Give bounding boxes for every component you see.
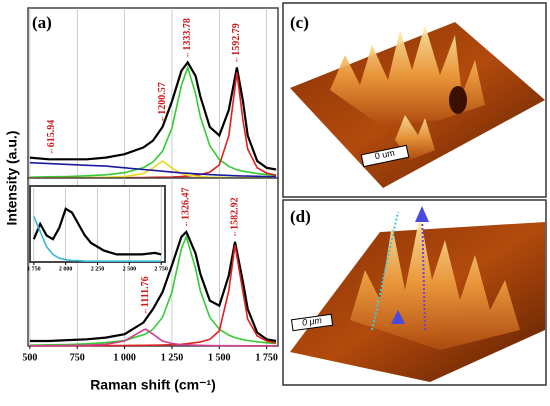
x-tick-label: 1 750: [27, 266, 41, 272]
x-tick-label: 500: [22, 352, 37, 363]
panel-label: (d): [290, 207, 311, 226]
scale-label: 0 μm: [301, 315, 323, 328]
peak-label: 1333.78: [182, 18, 193, 51]
afm-pit: [449, 86, 467, 114]
series-line: [29, 229, 277, 343]
x-tick-label: 750: [70, 352, 85, 363]
x-tick-label: 2 000: [59, 266, 73, 272]
panel-label: (a): [32, 13, 52, 32]
peak-label: 1111.76: [140, 276, 151, 307]
series-line: [32, 207, 162, 256]
peak-label: 1592.79: [231, 23, 242, 56]
peak-label: 1582.92: [229, 197, 240, 230]
x-tick-label: 1 250: [161, 352, 184, 363]
series-line: [29, 234, 277, 346]
scale-label: 0 um: [374, 147, 396, 161]
scale-bar: [360, 144, 410, 168]
peak-label: 1326.47: [181, 187, 192, 220]
peak-label: 1200.57: [157, 82, 168, 115]
scale-bar: [290, 313, 334, 332]
arrow-head: [391, 310, 405, 324]
arrow-head: [415, 206, 429, 222]
series-line: [29, 64, 277, 178]
x-tick-label: 1 000: [113, 352, 136, 363]
series-line: [29, 60, 277, 171]
afm-peaks: [350, 215, 520, 350]
x-tick-label: 2 250: [91, 266, 105, 272]
x-tick-label: 1 500: [208, 352, 231, 363]
x-axis-title: Raman shift (cm⁻¹): [90, 377, 216, 393]
x-tick-label: 2 750: [154, 266, 168, 272]
series-line: [29, 161, 277, 178]
peak-label: 615.94: [46, 120, 57, 148]
series-line: [33, 216, 162, 262]
y-axis-title: Intensity (a.u.): [4, 131, 20, 226]
profile-line: [421, 209, 426, 331]
series-line: [29, 328, 277, 347]
profile-line: [371, 211, 399, 331]
afm-peaks: [330, 25, 485, 125]
x-tick-label: 1 750: [255, 352, 278, 363]
x-tick-label: 2 500: [123, 266, 137, 272]
plot-frame: [27, 7, 279, 179]
panel-label: (c): [290, 13, 309, 32]
